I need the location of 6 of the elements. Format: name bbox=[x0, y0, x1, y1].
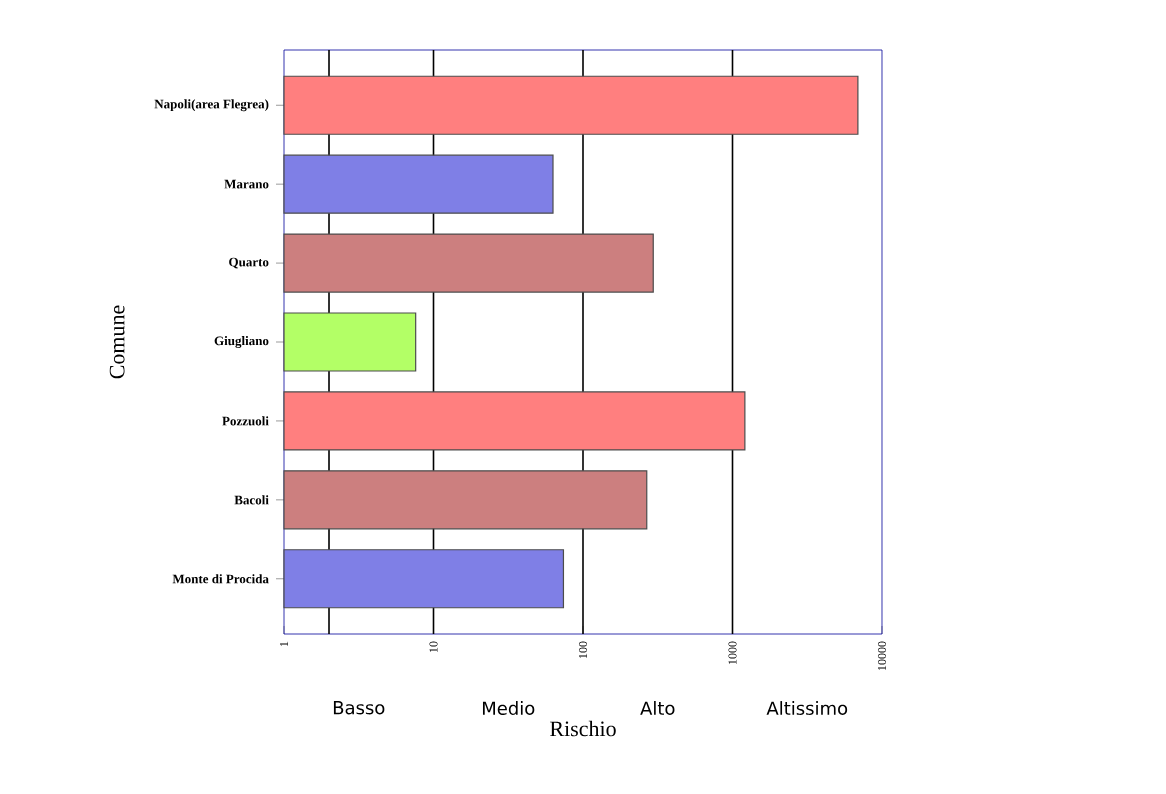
text: Altissimo bbox=[766, 701, 848, 715]
text: Medio bbox=[482, 701, 535, 715]
x-axis-title: Rischio bbox=[550, 720, 616, 737]
text: Basso bbox=[333, 701, 385, 715]
text: Alto bbox=[640, 701, 675, 715]
y-axis-title: Comune bbox=[109, 305, 125, 379]
